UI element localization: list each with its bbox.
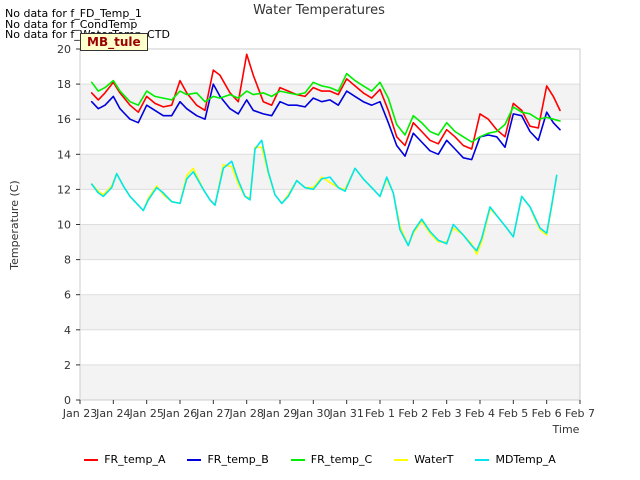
- legend-swatch: [84, 458, 99, 461]
- legend-item: MDTemp_A: [475, 453, 556, 466]
- series-line-fr-temp-a: [90, 53, 561, 150]
- y-tick-label: 18: [57, 78, 71, 91]
- legend-label: FR_temp_C: [310, 453, 373, 466]
- legend-swatch: [475, 458, 490, 461]
- legend-swatch: [187, 458, 202, 461]
- y-tick-label: 20: [57, 43, 71, 56]
- x-tick-label: Jan 23: [62, 407, 97, 420]
- x-tick-label: Jan 31: [328, 407, 363, 420]
- plot-band: [80, 224, 580, 260]
- plot-band: [80, 154, 580, 190]
- plot-band: [80, 259, 580, 295]
- x-tick-label: Feb 6: [532, 407, 562, 420]
- no-data-message: No data for f_FD_Temp_1: [5, 7, 142, 20]
- y-tick-label: 8: [64, 254, 71, 267]
- y-tick-label: 2: [64, 359, 71, 372]
- series-line-watert: [90, 146, 558, 256]
- x-tick-label: Jan 29: [262, 407, 297, 420]
- x-tick-label: Jan 25: [128, 407, 163, 420]
- x-tick-label: Feb 5: [498, 407, 528, 420]
- site-badge: MB_tule: [80, 33, 148, 51]
- plot-band: [80, 84, 580, 120]
- x-tick-label: Jan 26: [162, 407, 197, 420]
- y-tick-label: 6: [64, 289, 71, 302]
- legend-label: MDTemp_A: [495, 453, 556, 466]
- series-line-fr-temp-b: [90, 83, 561, 161]
- plot-band: [80, 294, 580, 330]
- plot-band: [80, 329, 580, 365]
- x-tick-label: Jan 30: [295, 407, 330, 420]
- plot-band: [80, 364, 580, 400]
- x-tick-label: Jan 28: [228, 407, 263, 420]
- x-tick-label: Feb 3: [432, 407, 462, 420]
- legend-item: FR_temp_C: [290, 453, 373, 466]
- y-tick-label: 16: [57, 113, 71, 126]
- x-tick-label: Feb 7: [565, 407, 595, 420]
- y-tick-label: 14: [57, 148, 71, 161]
- x-tick-label: Jan 27: [195, 407, 230, 420]
- x-tick-label: Feb 2: [398, 407, 428, 420]
- legend-item: WaterT: [394, 453, 453, 466]
- legend-label: FR_temp_B: [207, 453, 269, 466]
- legend-item: FR_temp_B: [187, 453, 269, 466]
- y-axis-label: Temperature (C): [8, 180, 21, 270]
- legend-item: FR_temp_A: [84, 453, 165, 466]
- chart-legend: FR_temp_A FR_temp_B FR_temp_C WaterT MDT…: [0, 453, 640, 466]
- plot-band: [80, 189, 580, 225]
- x-tick-label: Feb 4: [465, 407, 495, 420]
- legend-swatch: [394, 458, 409, 461]
- y-tick-label: 10: [57, 219, 71, 232]
- x-axis-label: Time: [552, 423, 580, 436]
- series-line-fr-temp-c: [90, 72, 561, 143]
- y-tick-label: 12: [57, 183, 71, 196]
- no-data-message: No data for f_CondTemp: [5, 18, 138, 31]
- series-line-mdtemp-a: [90, 139, 558, 252]
- plot-band: [80, 49, 580, 85]
- x-tick-label: Jan 24: [95, 407, 130, 420]
- legend-label: FR_temp_A: [104, 453, 166, 466]
- y-tick-label: 4: [64, 324, 71, 337]
- chart-title: Water Temperatures: [253, 3, 385, 18]
- y-tick-label: 0: [64, 394, 71, 407]
- legend-swatch: [290, 458, 305, 461]
- x-tick-label: Feb 1: [365, 407, 395, 420]
- legend-label: WaterT: [414, 453, 454, 466]
